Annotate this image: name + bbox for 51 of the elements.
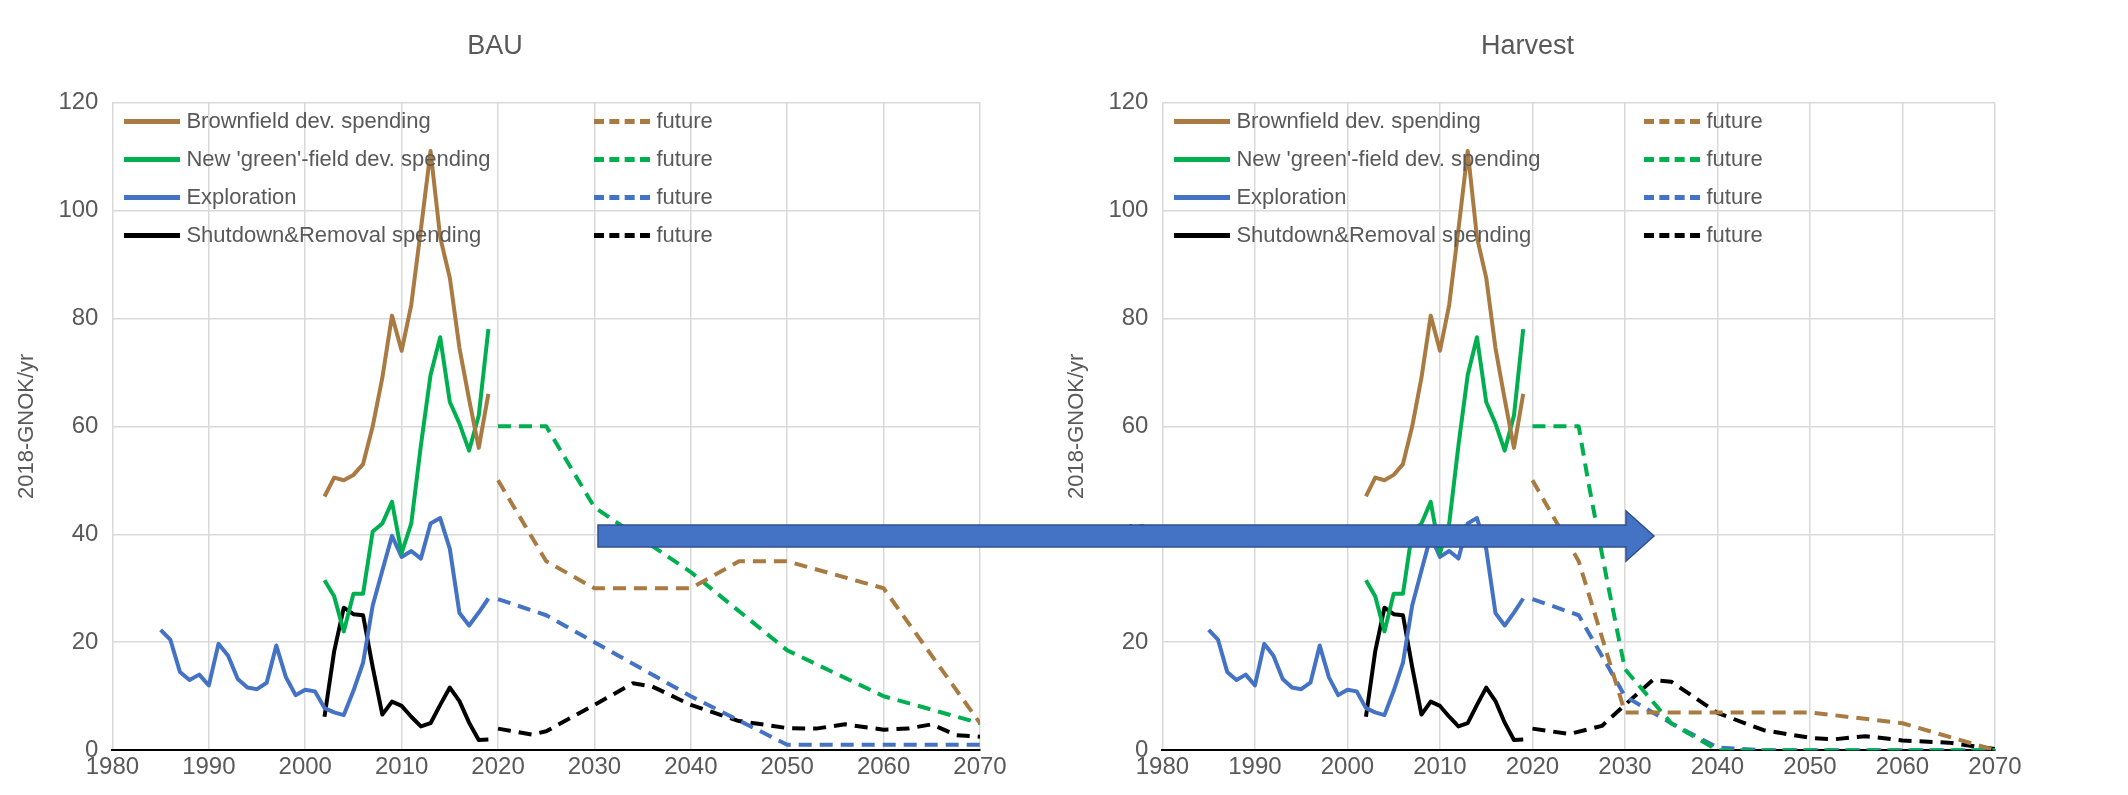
y-tick-label: 60 [1121, 410, 1149, 438]
legend-label: future [1706, 222, 1763, 249]
x-tick-label: 2000 [1320, 752, 1375, 780]
line-series [1530, 424, 1995, 751]
legend-label: future [656, 108, 713, 135]
legend-label: future [1706, 184, 1763, 211]
y-tick-label: 40 [71, 518, 99, 546]
x-tick-label: 2020 [471, 752, 525, 780]
x-tick-label: 2050 [1783, 752, 1837, 780]
legend-label: Exploration [186, 184, 297, 211]
legend-label: future [1706, 108, 1763, 135]
y-tick-label: 80 [1121, 302, 1149, 330]
x-tick-label: 2010 [1413, 752, 1467, 780]
x-tick-label: 2050 [760, 752, 814, 780]
y-tick-label: 80 [71, 302, 99, 330]
x-tick-label: 2070 [1968, 752, 2022, 780]
line-series [496, 681, 980, 739]
legend-label: future [656, 184, 713, 211]
legend-label: future [656, 146, 713, 173]
x-tick-label: 2010 [374, 752, 429, 780]
line-series [1530, 478, 1995, 751]
x-tick-label: 2020 [1505, 752, 1560, 780]
y-tick-label: 20 [1121, 626, 1149, 654]
line-series [496, 478, 980, 726]
x-tick-label: 2030 [567, 752, 622, 780]
legend-label: Exploration [1236, 184, 1347, 211]
x-tick-label: 2000 [278, 752, 332, 780]
y-tick-label: 20 [71, 626, 99, 654]
x-tick-label: 2060 [856, 752, 911, 780]
y-tick-label: 120 [58, 87, 99, 115]
x-tick-label: 2060 [1875, 752, 1930, 780]
line-series [496, 597, 980, 747]
y-tick-label: 60 [71, 410, 99, 438]
x-tick-label: 1990 [1228, 752, 1282, 780]
y-axis-title: 2018-GNOK/yr [1063, 353, 1089, 500]
x-tick-label: 2070 [953, 752, 1007, 780]
line-series [496, 424, 980, 726]
chart-title: Harvest [1480, 29, 1575, 60]
legend-label: future [656, 222, 713, 249]
legend-label: Brownfield dev. spending [186, 108, 431, 135]
x-tick-label: 2040 [1690, 752, 1745, 780]
x-tick-label: 2030 [1598, 752, 1652, 780]
x-tick-label: 2040 [664, 752, 718, 780]
y-axis-title: 2018-GNOK/yr [13, 353, 39, 500]
chart-title: BAU [467, 29, 523, 60]
y-tick-label: 100 [58, 194, 99, 222]
y-tick-label: 120 [1108, 87, 1149, 115]
legend-label: Brownfield dev. spending [1236, 108, 1481, 135]
x-tick-label: 1990 [182, 752, 236, 780]
y-tick-label: 100 [1108, 194, 1149, 222]
legend-label: future [1706, 146, 1763, 173]
